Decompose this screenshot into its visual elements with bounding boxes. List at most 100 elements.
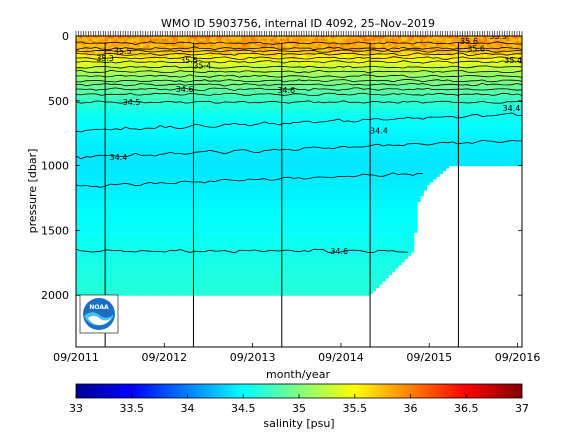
heat-cell	[85, 183, 90, 187]
heat-cell	[136, 113, 141, 117]
heat-cell	[212, 256, 217, 260]
heat-cell	[130, 282, 134, 286]
heat-cell	[117, 256, 122, 260]
heat-cell	[158, 282, 163, 286]
heat-cell	[79, 108, 83, 112]
heat-cell	[88, 93, 93, 97]
heat-cell	[111, 196, 115, 200]
heat-cell	[190, 289, 195, 294]
heat-cell	[139, 142, 144, 146]
heat-cell	[107, 90, 112, 94]
heat-cell	[174, 64, 179, 68]
heat-cell	[216, 175, 220, 180]
heat-cell	[146, 168, 150, 172]
heat-cell	[203, 282, 208, 286]
heat-cell	[216, 126, 220, 130]
heat-cell	[197, 121, 201, 125]
heat-cell	[203, 67, 208, 71]
heat-cell	[107, 191, 112, 195]
heat-cell	[200, 116, 205, 120]
heat-cell	[177, 116, 182, 120]
heat-cell	[200, 157, 205, 161]
heat-cell	[139, 240, 144, 244]
heat-cell	[168, 77, 173, 81]
heat-cell	[197, 160, 201, 164]
heat-cell	[98, 152, 103, 156]
heat-cell	[91, 64, 96, 68]
heat-cell	[187, 165, 192, 169]
heat-cell	[107, 36, 112, 40]
heat-cell	[200, 134, 205, 138]
heat-cell	[184, 155, 189, 159]
heat-cell	[107, 165, 112, 169]
heat-cell	[216, 59, 220, 63]
heat-cell	[174, 134, 179, 138]
heat-cell	[76, 157, 80, 161]
heat-cell	[104, 253, 109, 257]
heat-cell	[146, 209, 150, 213]
heat-cell	[190, 284, 195, 288]
heat-cell	[85, 64, 90, 68]
heat-cell	[120, 194, 125, 198]
heat-cell	[209, 186, 214, 190]
heat-cell	[114, 188, 119, 193]
heat-cell	[162, 38, 166, 42]
heat-cell	[111, 142, 115, 146]
heat-cell	[120, 142, 125, 146]
heat-cell	[142, 98, 147, 102]
heat-cell	[139, 155, 144, 159]
heat-cell	[82, 238, 87, 242]
heat-cell	[88, 64, 93, 68]
heat-cell	[104, 274, 109, 278]
heat-cell	[146, 204, 150, 208]
heat-cell	[88, 222, 93, 226]
heat-cell	[98, 147, 103, 151]
heat-cell	[117, 230, 122, 234]
heat-cell	[117, 131, 122, 136]
heat-cell	[190, 238, 195, 242]
heat-cell	[79, 253, 83, 257]
heat-cell	[98, 183, 103, 187]
heat-cell	[187, 147, 192, 151]
heat-cell	[171, 204, 176, 208]
heat-cell	[117, 188, 122, 193]
heat-cell	[149, 209, 154, 213]
heat-cell	[104, 225, 109, 229]
heat-cell	[120, 266, 125, 270]
heat-cell	[200, 113, 205, 117]
heat-cell	[142, 38, 147, 42]
heat-cell	[114, 217, 119, 221]
heat-cell	[200, 64, 205, 68]
heat-cell	[111, 43, 115, 47]
heat-cell	[98, 240, 103, 244]
heat-cell	[162, 80, 166, 84]
heat-cell	[98, 67, 103, 71]
heat-cell	[120, 90, 125, 94]
heat-cell	[158, 183, 163, 187]
heat-cell	[212, 264, 217, 268]
heat-cell	[162, 235, 166, 239]
heat-cell	[76, 124, 80, 128]
heat-cell	[152, 204, 157, 208]
heat-cell	[200, 144, 205, 149]
heat-cell	[91, 129, 96, 133]
heat-cell	[184, 168, 189, 172]
heat-cell	[98, 157, 103, 161]
heat-cell	[203, 251, 208, 255]
heat-cell	[158, 85, 163, 89]
heat-cell	[130, 150, 134, 154]
heat-cell	[133, 155, 138, 159]
heat-cell	[187, 274, 192, 278]
heat-cell	[165, 261, 169, 265]
heat-cell	[142, 134, 147, 138]
heat-cell	[212, 116, 217, 120]
heat-cell	[79, 274, 83, 278]
heat-cell	[91, 175, 96, 180]
heat-cell	[149, 80, 154, 84]
heat-cell	[146, 258, 150, 263]
heat-cell	[152, 191, 157, 195]
heat-cell	[114, 240, 119, 244]
heat-cell	[193, 240, 198, 244]
heat-cell	[107, 220, 112, 224]
heat-cell	[212, 124, 217, 128]
